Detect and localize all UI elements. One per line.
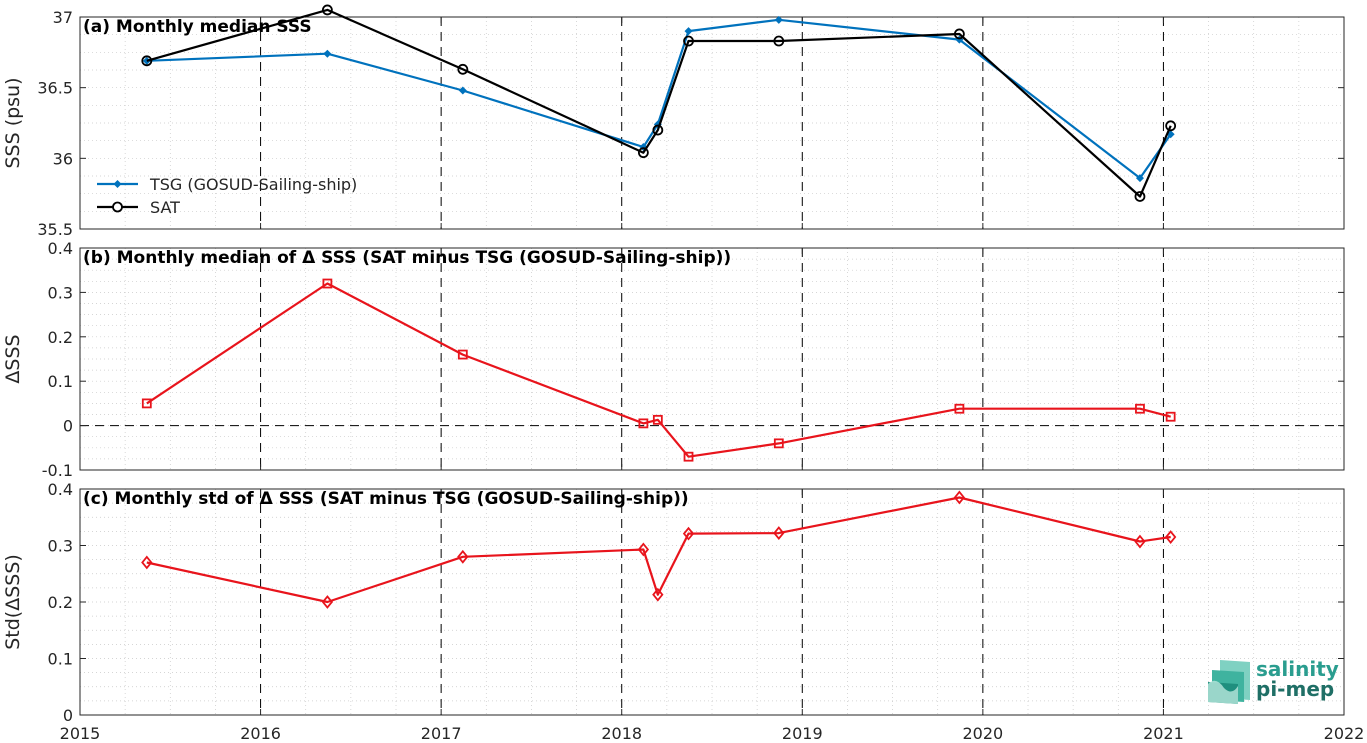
logo-text-line2: pi-mep	[1256, 677, 1334, 701]
series-a-1	[141, 4, 1177, 202]
data-point	[652, 587, 664, 602]
y-tick-label: 0.2	[48, 328, 73, 347]
data-point	[682, 526, 695, 541]
data-point	[1135, 403, 1145, 414]
series-c-0	[141, 490, 1177, 609]
x-tick-marks	[79, 248, 1345, 470]
series-line	[146, 282, 1171, 458]
grid	[80, 17, 1344, 229]
y-tick-label: 0.4	[48, 480, 73, 499]
panel-c: 0 0.1 0.2 0.3 0.4 Std(ΔSSS) (c) Monthly std of…	[2, 480, 1345, 725]
data-point	[141, 555, 153, 570]
y-tick-label: 0	[63, 417, 73, 436]
y-axis-label: Std(ΔSSS)	[2, 554, 24, 650]
data-point	[683, 451, 694, 462]
data-point	[637, 542, 650, 557]
data-point	[1134, 191, 1146, 202]
data-point	[637, 147, 649, 159]
y-tick-label: 0.1	[48, 650, 73, 669]
panel-b: -0.1 0 0.1 0.2 0.3 0.4 ΔSSS (b) Monthly median …	[2, 239, 1345, 480]
data-point	[1135, 174, 1144, 183]
x-tick-labels: 2015 2016 2017 2018 2019 2020 2021 2022	[60, 724, 1365, 743]
series-line	[146, 18, 1172, 180]
y-tick-label: 0	[63, 706, 73, 725]
data-point	[1165, 120, 1177, 132]
y-tick-label: 0.3	[48, 283, 73, 302]
x-tick-label: 2019	[782, 724, 823, 743]
panel-title: (c) Monthly std of Δ SSS (SAT minus TSG …	[83, 489, 689, 509]
data-point	[457, 349, 468, 360]
data-point	[774, 15, 783, 24]
series-line	[146, 8, 1172, 198]
panel-title: (b) Monthly median of Δ SSS (SAT minus T…	[83, 248, 731, 268]
data-point	[1134, 534, 1146, 549]
series-b-0	[141, 278, 1176, 462]
year-lines	[260, 17, 1164, 229]
x-tick-label: 2018	[601, 724, 642, 743]
data-point	[321, 595, 334, 609]
data-point	[1165, 411, 1176, 422]
data-point	[953, 490, 966, 505]
legend-label: SAT	[150, 198, 180, 217]
data-point	[458, 86, 467, 95]
x-tick-label: 2021	[1143, 724, 1184, 743]
grid	[80, 489, 1344, 715]
y-tick-label: 36.5	[37, 79, 73, 98]
x-tick-label: 2015	[60, 724, 101, 743]
axes-box	[79, 247, 1345, 471]
data-point	[322, 278, 333, 289]
x-tick-label: 2016	[240, 724, 281, 743]
y-axis-label: ΔSSS	[2, 334, 24, 383]
chart-panels: 35.5 36 36.5 37 SSS (psu) (a) Monthly median …	[2, 4, 1345, 725]
y-axis-label: SSS (psu)	[2, 77, 24, 168]
x-tick-label: 2022	[1324, 724, 1365, 743]
data-point	[638, 418, 649, 429]
data-point	[773, 438, 784, 449]
data-point	[953, 28, 965, 40]
y-tick-label: 0.4	[48, 239, 73, 258]
logo-mark-icon	[1208, 660, 1250, 704]
legend: TSG (GOSUD-Sailing-ship) SAT	[97, 175, 357, 217]
data-point	[321, 4, 333, 16]
y-tick-label: 0.1	[48, 372, 73, 391]
logo-text-line1: salinity	[1256, 657, 1339, 681]
panel-a: 35.5 36 36.5 37 SSS (psu) (a) Monthly median …	[2, 4, 1345, 239]
year-lines	[260, 248, 1164, 470]
panel-title: (a) Monthly median SSS	[83, 17, 312, 37]
x-tick-label: 2020	[962, 724, 1003, 743]
data-point	[683, 35, 694, 47]
data-point	[652, 124, 664, 136]
data-point	[457, 63, 469, 75]
year-lines	[260, 489, 1164, 715]
data-point	[141, 398, 152, 409]
series-line	[146, 496, 1171, 604]
data-point	[773, 35, 785, 47]
data-point	[773, 526, 785, 540]
y-tick-label: 37	[53, 8, 73, 27]
data-point	[323, 49, 332, 58]
x-tick-label: 2017	[421, 724, 462, 743]
y-tick-label: -0.1	[42, 461, 73, 480]
axes-box	[79, 16, 1345, 230]
y-tick-label: 36	[53, 149, 73, 168]
data-point	[1164, 530, 1177, 544]
data-point	[954, 403, 965, 414]
legend-marker	[112, 201, 123, 213]
salinity-pi-mep-logo: salinity pi-mep	[1208, 657, 1339, 704]
data-point	[652, 414, 663, 425]
y-tick-label: 35.5	[37, 220, 73, 239]
data-point	[457, 549, 469, 564]
legend-marker	[113, 180, 122, 188]
y-tick-label: 0.2	[48, 593, 73, 612]
y-tick-label: 0.3	[48, 537, 73, 556]
data-point	[684, 27, 693, 36]
grid	[80, 248, 1344, 470]
legend-label: TSG (GOSUD-Sailing-ship)	[149, 175, 357, 194]
x-tick-marks	[79, 489, 1345, 715]
data-point	[141, 55, 153, 67]
